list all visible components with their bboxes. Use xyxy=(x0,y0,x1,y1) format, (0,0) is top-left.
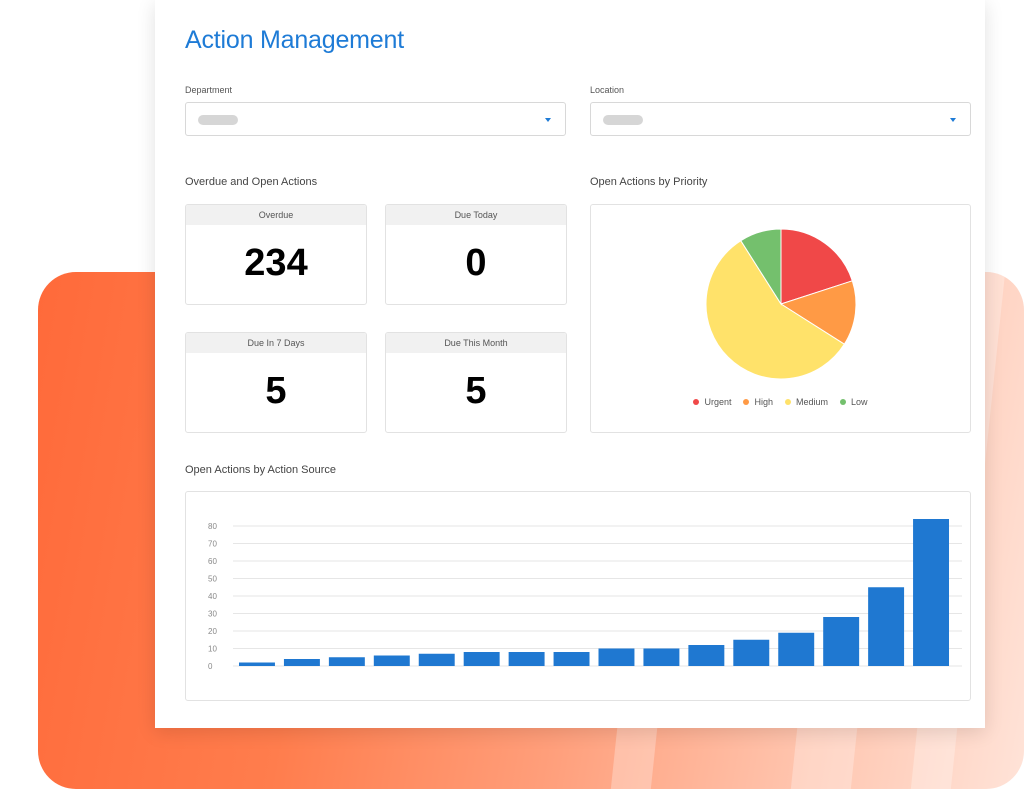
legend-item-urgent[interactable]: Urgent xyxy=(693,397,731,407)
bar[interactable] xyxy=(598,648,635,667)
y-tick-label: 10 xyxy=(208,645,217,654)
priority-section-title: Open Actions by Priority xyxy=(590,176,708,188)
stat-value: 5 xyxy=(265,370,287,412)
priority-pie-chart xyxy=(705,228,857,380)
bar[interactable] xyxy=(418,653,455,666)
bar[interactable] xyxy=(239,662,275,667)
source-section-title: Open Actions by Action Source xyxy=(185,464,337,476)
y-tick-label: 20 xyxy=(208,627,217,636)
stat-card-overdue[interactable]: Overdue 234 xyxy=(185,204,367,305)
pie-slice-low[interactable] xyxy=(740,228,782,306)
legend-label: Low xyxy=(851,397,868,407)
department-select[interactable] xyxy=(185,102,566,136)
stat-value: 234 xyxy=(244,242,308,284)
bar[interactable] xyxy=(463,652,500,666)
bar[interactable] xyxy=(643,648,680,667)
legend-dot xyxy=(743,398,750,405)
pie-slice-urgent[interactable] xyxy=(780,228,853,305)
stat-label: Due In 7 Days xyxy=(186,333,366,353)
y-tick-label: 60 xyxy=(208,557,217,566)
legend-dot xyxy=(693,398,700,405)
location-select[interactable] xyxy=(590,102,971,136)
chevron-down-icon[interactable] xyxy=(545,118,551,122)
stat-label: Overdue xyxy=(186,205,366,225)
placeholder-skeleton xyxy=(198,115,238,125)
placeholder-skeleton xyxy=(603,115,643,125)
bar[interactable] xyxy=(373,655,410,667)
stat-card-due-today[interactable]: Due Today 0 xyxy=(385,204,567,305)
bar[interactable] xyxy=(778,632,815,666)
overdue-section-title: Overdue and Open Actions xyxy=(185,176,318,188)
legend-dot xyxy=(785,398,791,405)
legend-item-low[interactable]: Low xyxy=(840,397,868,407)
legend-label: High xyxy=(754,397,773,407)
y-tick-label: 80 xyxy=(208,522,217,531)
bar[interactable] xyxy=(913,519,950,666)
y-tick-label: 30 xyxy=(208,610,217,619)
legend-label: Urgent xyxy=(704,397,732,407)
stat-card-due-7-days[interactable]: Due In 7 Days 5 xyxy=(185,332,367,433)
chevron-down-icon[interactable] xyxy=(950,118,956,122)
source-bar-panel: 0 10 20 30 40 50 60 70 80 xyxy=(185,491,971,701)
y-tick-label: 40 xyxy=(208,592,217,601)
location-label: Location xyxy=(590,85,625,95)
y-tick-label: 70 xyxy=(208,540,217,549)
y-tick-label: 0 xyxy=(208,662,213,671)
bar[interactable] xyxy=(868,587,905,666)
bar[interactable] xyxy=(688,645,725,666)
stat-value: 5 xyxy=(465,370,487,412)
legend-item-high[interactable]: High xyxy=(743,397,773,407)
y-tick-label: 50 xyxy=(208,575,217,584)
bar[interactable] xyxy=(823,617,860,666)
pie-slice-high[interactable] xyxy=(779,280,857,345)
stat-label: Due Today xyxy=(386,205,566,225)
pie-legend: Urgent High Medium Low xyxy=(591,397,970,407)
priority-pie-panel: Urgent High Medium Low xyxy=(590,204,971,433)
bar[interactable] xyxy=(733,639,770,666)
bar[interactable] xyxy=(283,659,320,666)
legend-label: Medium xyxy=(796,397,829,407)
bar[interactable] xyxy=(553,652,590,666)
pie-slice-medium[interactable] xyxy=(705,239,846,380)
legend-item-medium[interactable]: Medium xyxy=(785,397,828,407)
page-title: Action Management xyxy=(185,26,404,54)
bar[interactable] xyxy=(328,657,365,666)
stat-value: 0 xyxy=(465,242,487,284)
bar[interactable] xyxy=(508,652,545,666)
source-bar-chart: 0 10 20 30 40 50 60 70 80 xyxy=(208,519,962,671)
stat-label: Due This Month xyxy=(386,333,566,353)
legend-dot xyxy=(840,398,847,405)
dashboard-card: Action Management Department Location Ov… xyxy=(155,0,985,728)
stat-card-due-this-month[interactable]: Due This Month 5 xyxy=(385,332,567,433)
department-label: Department xyxy=(185,85,233,95)
